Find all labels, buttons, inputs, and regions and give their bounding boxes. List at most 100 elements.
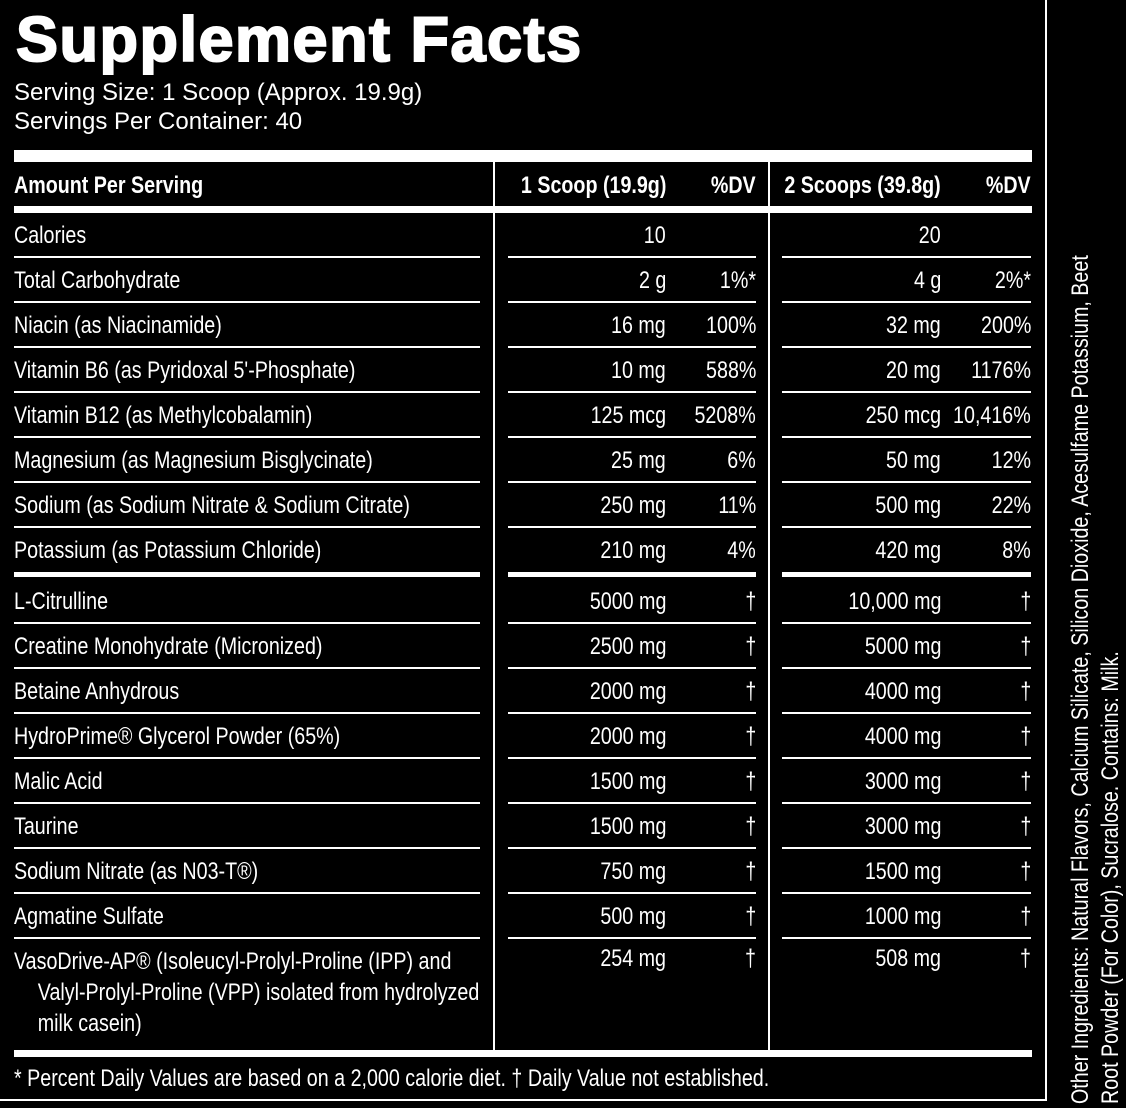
row-divider	[508, 436, 756, 438]
row-divider	[782, 847, 1031, 849]
row-divider	[782, 712, 1031, 714]
row-divider	[782, 256, 1031, 258]
table-row: Betaine Anhydrous 2000 mg † 4000 mg †	[0, 669, 1126, 714]
row-divider	[782, 481, 1031, 483]
table-row: Vitamin B12 (as Methylcobalamin) 125 mcg 5…	[0, 393, 1126, 438]
row-divider	[14, 937, 480, 939]
amount-2-scoops: 4000 mg	[864, 723, 941, 750]
dv-2-scoops: 200%	[980, 312, 1031, 339]
other-ingredients-line-1: Other Ingredients: Natural Flavors, Calc…	[1067, 255, 1094, 1104]
dv-1-scoop: 4%	[727, 537, 756, 564]
row-divider	[782, 436, 1031, 438]
name: Magnesium (as Magnesium Bisglycinate)	[14, 447, 373, 474]
name: Betaine Anhydrous	[14, 678, 180, 705]
row-divider	[782, 802, 1031, 804]
amount-2-scoops: 32 mg	[886, 312, 941, 339]
amount-1-scoop: 16 mg	[611, 312, 666, 339]
row-divider	[14, 526, 480, 528]
amount-1-scoop: 1500 mg	[589, 813, 666, 840]
row-divider	[782, 301, 1031, 303]
table-row: Sodium Nitrate (as N03-T®) 750 mg † 1500 mg…	[0, 849, 1126, 894]
dv-2-scoops: †	[1020, 633, 1031, 660]
amount-1-scoop: 25 mg	[611, 447, 666, 474]
amount-1-scoop: 254 mg	[600, 945, 666, 972]
amount-1-scoop: 250 mg	[600, 492, 666, 519]
servings-per-container: Servings Per Container: 40	[14, 108, 303, 135]
bottom-bar	[14, 1050, 1032, 1057]
column-divider-1	[493, 162, 495, 1050]
row-divider	[782, 622, 1031, 624]
amount-2-scoops: 508 mg	[875, 945, 941, 972]
header-dv2: %DV	[986, 172, 1031, 199]
amount-1-scoop: 125 mcg	[590, 402, 666, 429]
row-divider	[508, 481, 756, 483]
amount-1-scoop: 10 mg	[611, 357, 666, 384]
row-divider	[14, 847, 480, 849]
amount-2-scoops: 4000 mg	[864, 678, 941, 705]
row-divider	[14, 346, 480, 348]
table-row: Malic Acid 1500 mg † 3000 mg †	[0, 759, 1126, 804]
row-divider	[508, 847, 756, 849]
dv-1-scoop: 1%*	[719, 267, 756, 294]
dv-2-scoops: 22%	[991, 492, 1031, 519]
table-row: L-Citrulline 5000 mg † 10,000 mg †	[0, 579, 1126, 624]
top-thick-bar	[14, 150, 1032, 162]
header-amount: Amount Per Serving	[14, 172, 204, 199]
other-ingredients: Other Ingredients: Natural Flavors, Calc…	[1066, 87, 1126, 1104]
dv-2-scoops: 2%*	[994, 267, 1031, 294]
dv-2-scoops: †	[1020, 813, 1031, 840]
dv-1-scoop: †	[745, 903, 756, 930]
row-divider	[508, 757, 756, 759]
amount-1-scoop: 10	[644, 222, 666, 249]
amount-1-scoop: 1500 mg	[589, 768, 666, 795]
dv-2-scoops: 8%	[1002, 537, 1031, 564]
amount-2-scoops: 420 mg	[875, 537, 941, 564]
amount-2-scoops: 500 mg	[875, 492, 941, 519]
dv-2-scoops: 1176%	[971, 357, 1031, 384]
name: Niacin (as Niacinamide)	[14, 312, 222, 339]
amount-2-scoops: 4 g	[913, 267, 941, 294]
row-divider	[14, 572, 480, 577]
amount-1-scoop: 2 g	[638, 267, 666, 294]
row-divider	[782, 667, 1031, 669]
table-row: Vitamin B6 (as Pyridoxal 5'-Phosphate) 10…	[0, 348, 1126, 393]
amount-2-scoops: 250 mcg	[865, 402, 941, 429]
dv-1-scoop: †	[745, 723, 756, 750]
amount-1-scoop: 210 mg	[600, 537, 666, 564]
amount-2-scoops: 10,000 mg	[847, 588, 941, 615]
label-border-bottom	[0, 1099, 1047, 1101]
row-divider	[14, 667, 480, 669]
serving-size: Serving Size: 1 Scoop (Approx. 19.9g)	[14, 79, 423, 106]
row-divider	[508, 712, 756, 714]
table-row: VasoDrive-AP® (Isoleucyl-Prolyl-Proline …	[0, 939, 1126, 1039]
row-divider	[14, 256, 480, 258]
label-title: Supplement Facts	[15, 4, 583, 76]
name: VasoDrive-AP® (Isoleucyl-Prolyl-Proline …	[14, 948, 480, 1037]
name: Creatine Monohydrate (Micronized)	[14, 633, 323, 660]
header-dv1: %DV	[711, 172, 756, 199]
name: Vitamin B12 (as Methylcobalamin)	[14, 402, 313, 429]
name: Agmatine Sulfate	[14, 903, 164, 930]
row-divider	[508, 572, 756, 577]
amount-1-scoop: 2500 mg	[589, 633, 666, 660]
dv-1-scoop: 588%	[705, 357, 756, 384]
dv-1-scoop: †	[745, 945, 756, 972]
row-divider	[508, 667, 756, 669]
table-row: Taurine 1500 mg † 3000 mg †	[0, 804, 1126, 849]
amount-1-scoop: 2000 mg	[589, 723, 666, 750]
dv-2-scoops: †	[1020, 723, 1031, 750]
row-divider	[782, 892, 1031, 894]
row-divider	[508, 526, 756, 528]
amount-2-scoops: 1000 mg	[864, 903, 941, 930]
amount-2-scoops: 3000 mg	[864, 768, 941, 795]
dv-1-scoop: 6%	[727, 447, 756, 474]
dv-2-scoops: 12%	[991, 447, 1031, 474]
name: Malic Acid	[14, 768, 103, 795]
column-divider-2	[768, 162, 770, 1050]
name: Sodium Nitrate (as N03-T®)	[14, 858, 259, 885]
row-divider	[782, 391, 1031, 393]
dv-1-scoop: †	[745, 858, 756, 885]
label-border-right	[1045, 0, 1047, 1101]
row-divider	[508, 802, 756, 804]
dv-1-scoop: †	[745, 768, 756, 795]
